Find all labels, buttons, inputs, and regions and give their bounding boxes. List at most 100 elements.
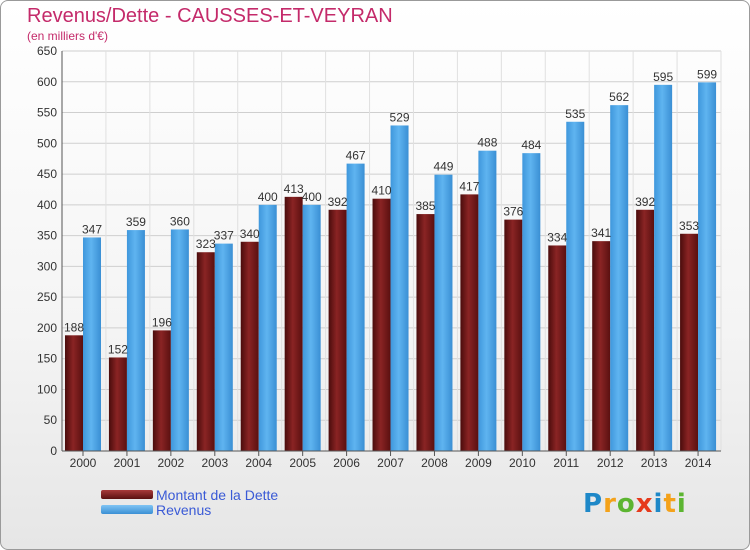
data-label-revenue: 529 — [390, 110, 410, 124]
bar-debt[interactable] — [65, 335, 83, 451]
bar-debt[interactable] — [284, 196, 303, 451]
x-tick-label: 2007 — [377, 456, 404, 470]
logo-letter: P — [583, 489, 604, 519]
x-tick-label: 2001 — [114, 456, 141, 470]
data-label-revenue: 599 — [697, 67, 717, 81]
bar-debt[interactable] — [152, 330, 171, 451]
data-label-revenue: 337 — [214, 229, 234, 243]
bar-revenue[interactable] — [654, 84, 673, 451]
bar-revenue[interactable] — [346, 163, 365, 451]
data-label-revenue: 595 — [653, 70, 673, 84]
data-label-debt: 188 — [64, 320, 84, 334]
logo-letter: r — [603, 489, 617, 519]
bar-revenue[interactable] — [83, 237, 101, 451]
x-tick-label: 2004 — [245, 456, 272, 470]
logo-letter: i — [676, 489, 687, 519]
y-tick-label: 450 — [37, 167, 57, 181]
y-tick-label: 500 — [37, 136, 57, 150]
data-label-debt: 385 — [415, 199, 435, 213]
y-tick-label: 200 — [37, 321, 57, 335]
bar-revenue[interactable] — [170, 229, 189, 451]
y-tick-label: 300 — [37, 259, 57, 273]
y-tick-label: 100 — [37, 382, 57, 396]
data-label-revenue: 449 — [433, 160, 453, 174]
bar-debt[interactable] — [636, 209, 655, 451]
bar-debt[interactable] — [592, 241, 611, 451]
bar-debt[interactable] — [372, 198, 391, 451]
data-label-revenue: 359 — [126, 215, 146, 229]
legend-swatch-revenue — [101, 505, 153, 514]
bar-revenue[interactable] — [478, 150, 497, 451]
data-label-debt: 341 — [591, 226, 611, 240]
logo-letter: i — [653, 489, 664, 519]
logo-letter: x — [635, 489, 654, 519]
data-label-debt: 413 — [284, 182, 304, 196]
bar-debt[interactable] — [460, 194, 479, 451]
proxiti-logo: Proxiti — [583, 489, 687, 519]
x-tick-label: 2013 — [641, 456, 668, 470]
data-label-revenue: 488 — [477, 136, 497, 150]
x-tick-label: 2010 — [509, 456, 536, 470]
bar-debt[interactable] — [680, 233, 699, 451]
y-tick-label: 550 — [37, 106, 57, 120]
x-tick-label: 2002 — [158, 456, 185, 470]
x-tick-label: 2011 — [553, 456, 579, 470]
x-tick-label: 2006 — [333, 456, 360, 470]
bar-debt[interactable] — [196, 252, 215, 451]
bar-debt[interactable] — [416, 214, 435, 451]
bar-revenue[interactable] — [302, 204, 321, 451]
data-label-debt: 152 — [108, 342, 128, 356]
x-tick-label: 2009 — [465, 456, 492, 470]
data-label-debt: 392 — [328, 195, 348, 209]
bar-debt[interactable] — [328, 209, 347, 451]
logo-letter: t — [663, 489, 677, 519]
y-tick-label: 600 — [37, 75, 57, 89]
data-label-debt: 196 — [152, 315, 172, 329]
data-label-debt: 410 — [372, 184, 392, 198]
bar-revenue[interactable] — [698, 82, 717, 451]
bar-revenue[interactable] — [390, 125, 409, 451]
axes: 0 50 100 150 200 250 300 350 400 450 500 550 600 650 2… — [37, 44, 721, 470]
bar-debt[interactable] — [240, 241, 259, 451]
bar-debt[interactable] — [108, 357, 127, 451]
data-label-debt: 392 — [635, 195, 655, 209]
data-label-revenue: 360 — [170, 214, 190, 228]
bar-revenue[interactable] — [126, 230, 145, 451]
y-tick-label: 0 — [50, 444, 57, 458]
logo-letter: o — [616, 489, 636, 519]
data-label-debt: 353 — [679, 219, 699, 233]
data-label-debt: 323 — [196, 237, 216, 251]
bar-revenue[interactable] — [214, 243, 233, 451]
bar-revenue[interactable] — [522, 153, 541, 451]
y-tick-label: 150 — [37, 352, 57, 366]
x-tick-label: 2000 — [70, 456, 97, 470]
chart-subtitle: (en milliers d'€) — [27, 29, 108, 43]
chart-title: Revenus/Dette - CAUSSES-ET-VEYRAN — [27, 5, 393, 27]
data-label-revenue: 400 — [302, 190, 322, 204]
bar-revenue[interactable] — [610, 105, 629, 452]
bar-revenue[interactable] — [434, 174, 453, 451]
data-label-debt: 376 — [503, 205, 523, 219]
bar-revenue[interactable] — [258, 204, 277, 451]
y-tick-label: 400 — [37, 198, 57, 212]
bar-revenue[interactable] — [566, 121, 585, 452]
data-label-debt: 417 — [459, 179, 479, 193]
data-label-revenue: 484 — [521, 138, 541, 152]
data-label-revenue: 562 — [609, 90, 629, 104]
bar-debt[interactable] — [504, 219, 523, 451]
legend-label-debt: Montant de la Dette — [156, 487, 279, 503]
x-tick-label: 2005 — [289, 456, 316, 470]
legend-label-revenue: Revenus — [156, 502, 212, 518]
x-tick-label: 2003 — [201, 456, 228, 470]
data-label-revenue: 347 — [82, 222, 102, 236]
y-tick-label: 350 — [37, 229, 57, 243]
x-tick-label: 2012 — [597, 456, 624, 470]
data-label-debt: 334 — [547, 230, 567, 244]
x-tick-label: 2014 — [685, 456, 712, 470]
bar-debt[interactable] — [548, 245, 567, 451]
legend-swatch-debt — [101, 490, 153, 499]
x-tick-label: 2008 — [421, 456, 448, 470]
